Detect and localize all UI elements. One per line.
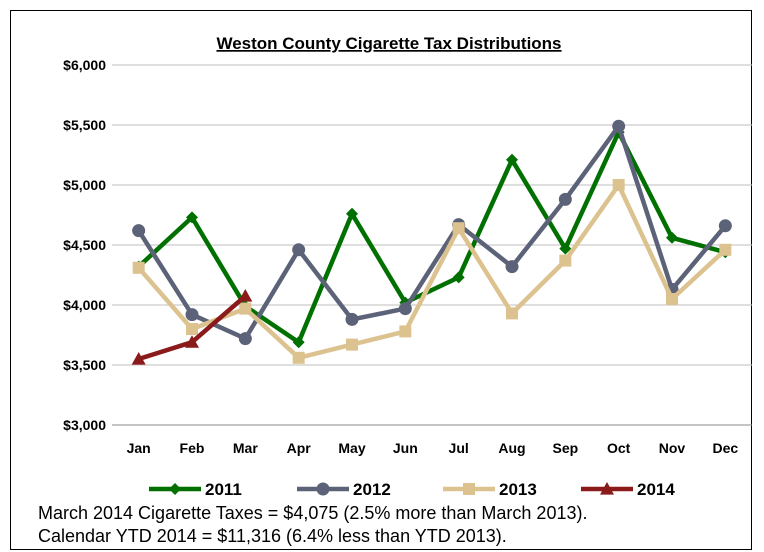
data-point-2013 (452, 222, 465, 235)
data-point-2011 (292, 336, 305, 349)
data-point-2011 (559, 242, 572, 255)
legend-entry-2014: 2014 (581, 480, 675, 499)
legend-marker (316, 482, 330, 496)
y-tick-label: $4,000 (63, 297, 106, 313)
y-tick-label: $6,000 (63, 57, 106, 73)
x-tick-label: Sep (552, 440, 578, 456)
note-ytd-2014: Calendar YTD 2014 = $11,316 (6.4% less t… (38, 526, 507, 546)
data-point-2011 (506, 153, 518, 166)
data-point-2012 (558, 192, 572, 206)
legend-label: 2012 (353, 480, 391, 499)
legend-label: 2011 (205, 480, 242, 499)
data-point-2011 (186, 211, 198, 224)
data-point-2012 (505, 260, 519, 274)
data-point-2013 (346, 338, 358, 351)
data-point-2012 (718, 219, 732, 233)
chart-frame: Weston County Cigarette Tax Distribution… (10, 10, 752, 550)
chart-title: Weston County Cigarette Tax Distribution… (216, 34, 561, 53)
x-tick-label: Nov (659, 440, 686, 456)
data-point-2014 (131, 352, 146, 365)
data-point-2014 (185, 335, 199, 348)
x-tick-label: Aug (498, 440, 525, 456)
line-chart: Weston County Cigarette Tax Distribution… (63, 34, 752, 499)
legend-label: 2013 (499, 480, 537, 499)
data-point-2011 (452, 271, 465, 284)
data-point-2012 (612, 119, 626, 133)
data-point-2012 (238, 332, 252, 346)
series-lines (131, 119, 732, 365)
data-point-2013 (292, 351, 305, 364)
series-2013 (132, 179, 732, 364)
data-point-2013 (399, 325, 412, 338)
data-point-2013 (186, 323, 198, 335)
x-tick-label: Oct (607, 440, 631, 456)
data-point-2012 (185, 308, 199, 322)
x-tick-label: Jan (127, 440, 151, 456)
legend: 2011 2012 2013 2014 (149, 480, 675, 499)
x-tick-label: Feb (180, 440, 205, 456)
y-tick-label: $3,500 (63, 357, 106, 373)
grid-lines (112, 64, 752, 426)
data-point-2011 (346, 207, 358, 220)
legend-entry-2012: 2012 (297, 480, 391, 499)
y-tick-label: $4,500 (63, 237, 106, 253)
data-point-2012 (345, 312, 359, 326)
legend-entry-2013: 2013 (443, 480, 537, 499)
data-point-2013 (666, 293, 678, 305)
data-point-2011 (666, 231, 678, 244)
data-point-2013 (506, 307, 518, 320)
x-tick-label: Mar (233, 440, 258, 456)
x-tick-label: Apr (287, 440, 312, 456)
x-tick-label: Dec (712, 440, 738, 456)
x-tick-label: Jun (393, 440, 418, 456)
legend-marker (169, 483, 181, 495)
note-march-2014: March 2014 Cigarette Taxes = $4,075 (2.5… (38, 503, 588, 523)
y-tick-label: $3,000 (63, 417, 106, 433)
data-point-2013 (239, 302, 252, 315)
x-tick-label: May (338, 440, 365, 456)
series-line-2012 (136, 123, 728, 341)
data-point-2013 (559, 254, 572, 267)
data-point-2013 (132, 261, 145, 274)
y-tick-label: $5,500 (63, 117, 106, 133)
y-tick-label: $5,000 (63, 177, 106, 193)
series-line-2013 (136, 182, 727, 361)
x-axis-labels: Jan Feb Mar Apr May Jun Jul Aug Sep Oct Nov Dec (127, 440, 739, 456)
legend-entry-2011: 2011 (149, 480, 242, 499)
y-axis-labels: $3,000 $3,500 $4,000 $4,500 $5,000 $5,500 $6,0… (63, 57, 106, 433)
data-point-2014 (238, 289, 253, 302)
data-point-2013 (612, 179, 625, 191)
data-point-2012 (398, 302, 412, 316)
legend-label: 2014 (637, 480, 675, 499)
data-point-2012 (292, 243, 306, 257)
data-point-2012 (132, 224, 146, 238)
legend-marker (600, 482, 614, 495)
series-2014 (131, 289, 253, 365)
x-tick-label: Jul (449, 440, 469, 456)
data-point-2013 (719, 243, 732, 256)
legend-marker (463, 483, 475, 495)
